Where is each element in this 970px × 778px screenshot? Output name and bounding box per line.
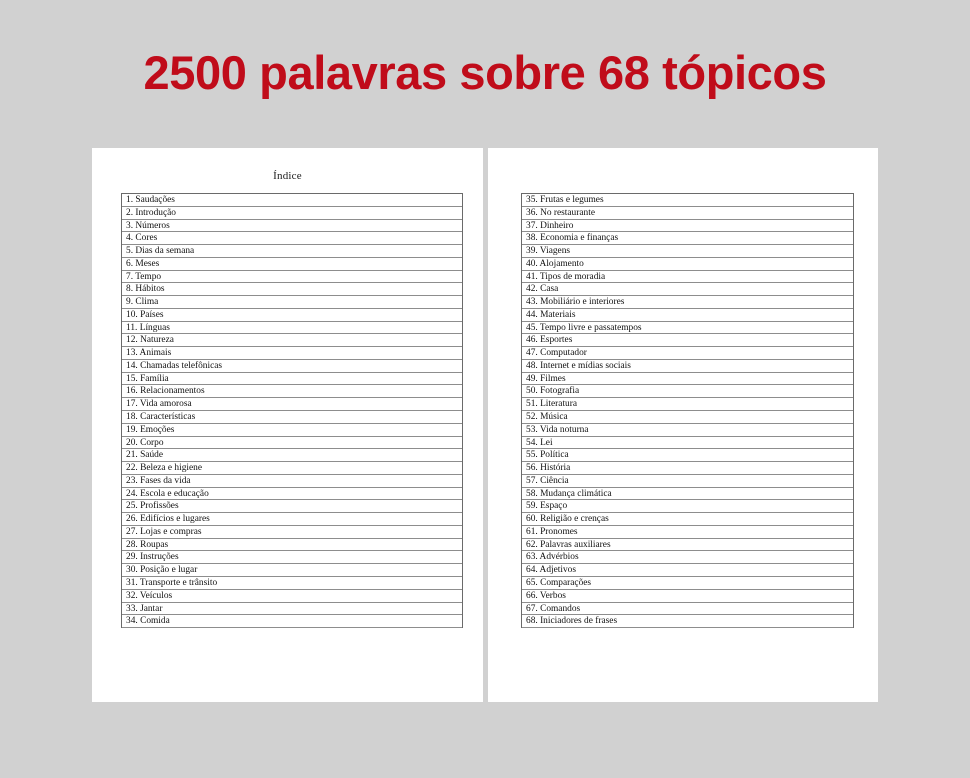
toc-row: 46. Esportes <box>522 334 853 348</box>
toc-row: 34. Comida <box>122 615 462 629</box>
toc-row: 20. Corpo <box>122 437 462 450</box>
toc-row: 14. Chamadas telefônicas <box>122 360 462 373</box>
toc-row: 41. Tipos de moradia <box>522 271 853 284</box>
toc-row: 64. Adjetivos <box>522 564 853 577</box>
toc-row: 32. Veículos <box>122 590 462 603</box>
toc-row: 49. Filmes <box>522 373 853 386</box>
left-page-title: Índice <box>273 170 302 182</box>
toc-row: 24. Escola e educação <box>122 488 462 501</box>
toc-row: 54. Lei <box>522 437 853 450</box>
toc-row: 62. Palavras auxiliares <box>522 539 853 552</box>
toc-row: 27. Lojas e compras <box>122 526 462 539</box>
toc-row: 7. Tempo <box>122 271 462 284</box>
toc-row: 66. Verbos <box>522 590 853 603</box>
toc-row: 56. História <box>522 462 853 475</box>
toc-row: 15. Família <box>122 373 462 386</box>
toc-row: 19. Emoções <box>122 424 462 437</box>
toc-row: 44. Materiais <box>522 309 853 322</box>
toc-row: 40. Alojamento <box>522 258 853 271</box>
right-toc-table: 35. Frutas e legumes 36. No restaurante 37… <box>521 193 854 629</box>
toc-row: 29. Instruções <box>122 551 462 565</box>
left-toc-table: 1. Saudações 2. Introdução 3. Números 4. Co… <box>121 193 463 629</box>
toc-row: 31. Transporte e trânsito <box>122 577 462 590</box>
headline: 2500 palavras sobre 68 tópicos <box>143 46 827 99</box>
toc-row: 51. Literatura <box>522 398 853 412</box>
toc-row: 60. Religião e crenças <box>522 513 853 526</box>
toc-row: 6. Meses <box>122 258 462 271</box>
toc-row: 42. Casa <box>522 283 853 297</box>
toc-row: 17. Vida amorosa <box>122 398 462 412</box>
toc-row: 9. Clima <box>122 296 462 309</box>
toc-row: 1. Saudações <box>122 194 462 207</box>
toc-row: 57. Ciência <box>522 475 853 488</box>
toc-row: 50. Fotografia <box>522 385 853 399</box>
toc-row: 35. Frutas e legumes <box>522 194 853 207</box>
toc-row: 47. Computador <box>522 347 853 360</box>
toc-row: 59. Espaço <box>522 500 853 514</box>
toc-row: 8. Hábitos <box>122 283 462 297</box>
toc-row: 3. Números <box>122 220 462 233</box>
toc-row: 5. Dias da semana <box>122 245 462 258</box>
page-gutter <box>483 148 488 702</box>
toc-row: 68. Iniciadores de frases <box>522 615 853 629</box>
toc-row: 23. Fases da vida <box>122 475 462 488</box>
toc-row: 36. No restaurante <box>522 207 853 220</box>
toc-row: 12. Natureza <box>122 334 462 348</box>
toc-row: 48. Internet e mídias sociais <box>522 360 853 373</box>
toc-row: 67. Comandos <box>522 603 853 616</box>
book-spread: Índice 1. Saudações 2. Introdução 3. Númer… <box>92 148 878 702</box>
toc-row: 4. Cores <box>122 232 462 246</box>
toc-row: 13. Animais <box>122 347 462 360</box>
toc-row: 21. Saúde <box>122 449 462 463</box>
toc-row: 52. Música <box>522 411 853 424</box>
toc-row: 39. Viagens <box>522 245 853 258</box>
toc-row: 43. Mobiliário e interiores <box>522 296 853 309</box>
toc-row: 45. Tempo livre e passatempos <box>522 322 853 335</box>
toc-row: 2. Introdução <box>122 207 462 220</box>
toc-row: 63. Advérbios <box>522 551 853 565</box>
toc-row: 18. Características <box>122 411 462 424</box>
toc-row: 25. Profissões <box>122 500 462 514</box>
right-page: 35. Frutas e legumes 36. No restaurante 37… <box>488 148 878 702</box>
toc-row: 38. Economia e finanças <box>522 232 853 246</box>
toc-row: 37. Dinheiro <box>522 220 853 233</box>
toc-row: 53. Vida noturna <box>522 424 853 437</box>
toc-row: 28. Roupas <box>122 539 462 552</box>
toc-row: 16. Relacionamentos <box>122 385 462 399</box>
toc-row: 33. Jantar <box>122 603 462 616</box>
left-page: Índice 1. Saudações 2. Introdução 3. Númer… <box>92 148 483 702</box>
toc-row: 58. Mudança climática <box>522 488 853 501</box>
toc-row: 26. Edifícios e lugares <box>122 513 462 526</box>
toc-row: 65. Comparações <box>522 577 853 590</box>
toc-row: 11. Línguas <box>122 322 462 335</box>
toc-row: 55. Política <box>522 449 853 463</box>
toc-row: 22. Beleza e higiene <box>122 462 462 475</box>
toc-row: 30. Posição e lugar <box>122 564 462 577</box>
toc-row: 10. Países <box>122 309 462 322</box>
toc-row: 61. Pronomes <box>522 526 853 539</box>
